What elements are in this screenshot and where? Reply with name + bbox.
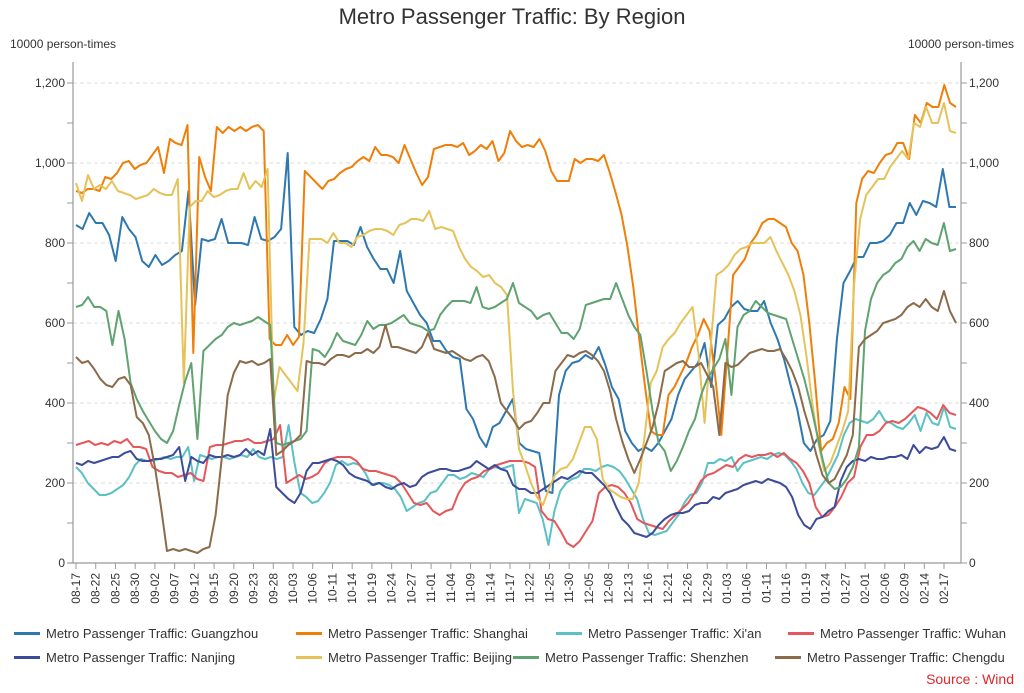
- legend-row: Metro Passenger Traffic: Guangzhou Metro …: [0, 626, 1024, 644]
- source-note: Source : Wind: [926, 671, 1014, 687]
- y-tick-label-right: 400: [969, 396, 989, 410]
- legend-item[interactable]: Metro Passenger Traffic: Wuhan: [788, 626, 1006, 641]
- y-tick-label-left: 600: [45, 316, 65, 330]
- y-tick-label-right: 1,200: [969, 76, 999, 90]
- series-line: [75, 290, 957, 554]
- x-tick-label: 12-21: [661, 573, 675, 604]
- x-tick-label: 10-14: [345, 573, 359, 604]
- y-axis-label-left: 10000 person-times: [10, 37, 117, 51]
- legend-item[interactable]: Metro Passenger Traffic: Beijing: [296, 650, 512, 665]
- legend-item[interactable]: Metro Passenger Traffic: Guangzhou: [14, 626, 258, 641]
- x-tick-label: 01-06: [740, 573, 754, 604]
- x-tick-label: 11-22: [523, 573, 537, 603]
- legend-row: Metro Passenger Traffic: Nanjing Metro Pa…: [0, 650, 1024, 668]
- x-tick-label: 09-02: [148, 573, 162, 604]
- series-line: [75, 102, 957, 506]
- y-tick-label-left: 1,000: [35, 156, 65, 170]
- y-tick-label-right: 1,000: [969, 156, 999, 170]
- legend-label: Metro Passenger Traffic: Beijing: [328, 650, 513, 665]
- x-tick-label: 12-26: [681, 573, 695, 604]
- y-tick-label-right: 600: [969, 316, 989, 330]
- x-tick-label: 10-24: [385, 573, 399, 604]
- x-tick-label: 11-01: [424, 573, 438, 603]
- legend-swatch-icon: [788, 632, 814, 635]
- x-tick-label: 11-30: [562, 573, 576, 603]
- legend-swatch-icon: [556, 632, 582, 635]
- x-tick-label: 09-07: [168, 573, 182, 604]
- x-tick-label: 09-20: [227, 573, 241, 604]
- x-tick-label: 01-27: [838, 573, 852, 604]
- legend-swatch-icon: [296, 632, 322, 635]
- y-tick-label-left: 800: [45, 236, 65, 250]
- x-tick-label: 01-24: [819, 573, 833, 604]
- x-tick-label: 01-19: [799, 573, 813, 604]
- y-axis-label-right: 10000 person-times: [907, 37, 1014, 51]
- legend-swatch-icon: [513, 656, 539, 659]
- legend-item[interactable]: Metro Passenger Traffic: Shanghai: [296, 626, 528, 641]
- x-tick-label: 02-09: [898, 573, 912, 604]
- y-tick-label-right: 800: [969, 236, 989, 250]
- x-tick-label: 10-06: [306, 573, 320, 604]
- x-tick-label: 09-15: [207, 573, 221, 604]
- legend-swatch-icon: [14, 656, 40, 659]
- legend-label: Metro Passenger Traffic: Wuhan: [820, 626, 1006, 641]
- x-tick-label: 10-19: [365, 573, 379, 604]
- y-tick-label-left: 0: [58, 556, 65, 570]
- x-tick-label: 08-25: [108, 573, 122, 604]
- x-tick-label: 02-06: [878, 573, 892, 604]
- x-tick-label: 11-04: [444, 573, 458, 603]
- x-tick-label: 08-17: [69, 573, 83, 604]
- x-tick-label: 11-09: [464, 573, 478, 603]
- series-line: [75, 222, 957, 490]
- legend-label: Metro Passenger Traffic: Shanghai: [328, 626, 528, 641]
- x-tick-label: 12-29: [700, 573, 714, 604]
- x-tick-label: 08-30: [128, 573, 142, 604]
- legend-swatch-icon: [775, 656, 801, 659]
- x-tick-label: 08-22: [89, 573, 103, 604]
- x-tick-label: 12-13: [621, 573, 635, 604]
- x-tick-label: 10-03: [286, 573, 300, 604]
- axes: 0 0 200 200 400 400 600 600 800 800 1,000 1,000 1,20…: [35, 62, 999, 570]
- legend-item[interactable]: Metro Passenger Traffic: Shenzhen: [513, 650, 749, 665]
- y-tick-label-right: 200: [969, 476, 989, 490]
- x-tick-label: 10-11: [325, 573, 339, 603]
- legend-swatch-icon: [296, 656, 322, 659]
- y-tick-label-left: 200: [45, 476, 65, 490]
- y-tick-label-right: 0: [969, 556, 976, 570]
- legend-label: Metro Passenger Traffic: Chengdu: [807, 650, 1005, 665]
- x-tick-label: 12-05: [582, 573, 596, 604]
- series-line: [75, 84, 957, 452]
- x-tick-label: 02-17: [937, 573, 951, 604]
- series-lines: [75, 84, 957, 554]
- legend-label: Metro Passenger Traffic: Xi'an: [588, 626, 762, 641]
- gridlines: [73, 82, 961, 484]
- x-tick-label: 02-14: [917, 573, 931, 604]
- y-tick-label-left: 400: [45, 396, 65, 410]
- x-tick-label: 01-11: [759, 573, 773, 603]
- x-tick-label: 09-28: [266, 573, 280, 604]
- x-tick-label: 10-27: [404, 573, 418, 604]
- legend-swatch-icon: [14, 632, 40, 635]
- x-tick-label: 12-08: [602, 573, 616, 604]
- legend-item[interactable]: Metro Passenger Traffic: Xi'an: [556, 626, 762, 641]
- legend-item[interactable]: Metro Passenger Traffic: Chengdu: [775, 650, 1005, 665]
- x-tick-label: 09-12: [187, 573, 201, 604]
- x-tick-label: 09-23: [247, 573, 261, 604]
- x-tick-label: 02-01: [858, 573, 872, 604]
- x-tick-label: 11-25: [542, 573, 556, 603]
- x-tick-label: 12-16: [641, 573, 655, 604]
- legend-item[interactable]: Metro Passenger Traffic: Nanjing: [14, 650, 235, 665]
- legend-label: Metro Passenger Traffic: Guangzhou: [46, 626, 259, 641]
- x-tick-label: 11-17: [503, 573, 517, 603]
- x-tick-label: 11-14: [483, 573, 497, 603]
- legend-label: Metro Passenger Traffic: Nanjing: [46, 650, 236, 665]
- x-tick-label: 01-03: [720, 573, 734, 604]
- chart-title: Metro Passenger Traffic: By Region: [338, 4, 686, 29]
- x-tick-labels: 08-17 08-22 08-25 08-30 09-02 09-07 09-12 09-15…: [69, 563, 951, 604]
- x-tick-label: 01-16: [779, 573, 793, 604]
- y-tick-label-left: 1,200: [35, 76, 65, 90]
- legend-label: Metro Passenger Traffic: Shenzhen: [545, 650, 749, 665]
